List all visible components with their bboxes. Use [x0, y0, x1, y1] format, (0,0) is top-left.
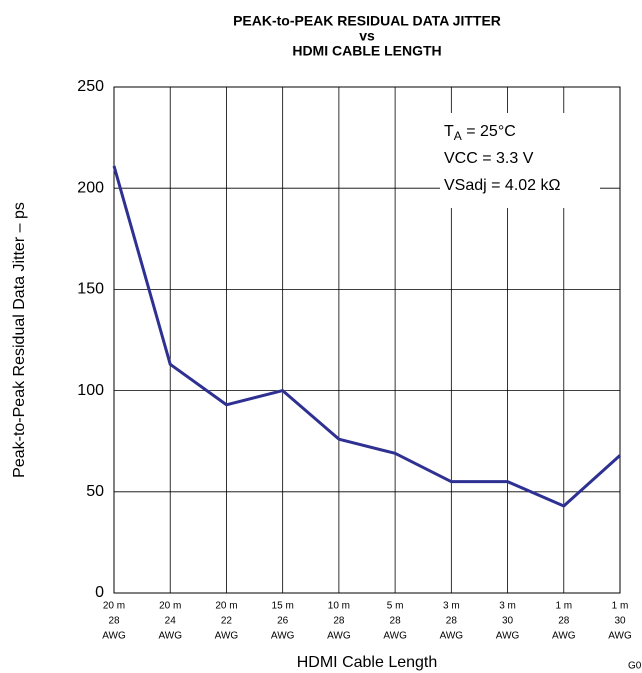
x-tick-label: 28 [558, 616, 570, 627]
x-tick-label: 28 [390, 616, 402, 627]
x-tick-label: AWG [552, 631, 576, 642]
x-tick-label: 1 m [612, 601, 629, 612]
annotation-bg [440, 113, 600, 208]
x-tick-label: 20 m [103, 601, 125, 612]
x-tick-label: AWG [215, 631, 239, 642]
y-tick-label: 0 [95, 584, 104, 601]
x-tick-label: 15 m [272, 601, 294, 612]
data-line [112, 165, 622, 508]
x-tick-label: AWG [158, 631, 182, 642]
x-tick-label: 30 [614, 616, 626, 627]
title-line: vs [359, 28, 375, 44]
title-line: PEAK-to-PEAK RESIDUAL DATA JITTER [233, 13, 501, 29]
x-tick-label: 3 m [499, 601, 516, 612]
y-axis-label: Peak-to-Peak Residual Data Jitter – ps [11, 202, 28, 478]
x-tick-label: 28 [108, 616, 120, 627]
x-tick-label: 30 [502, 616, 514, 627]
annotation-text: VSadj = 4.02 kΩ [444, 177, 561, 194]
annotation: VSadj = 4.02 kΩ [444, 177, 561, 194]
x-tick-label: AWG [440, 631, 464, 642]
x-tick-label: AWG [496, 631, 520, 642]
x-tick-label: 20 m [215, 601, 237, 612]
x-tick-label: 28 [446, 616, 458, 627]
x-tick-label: AWG [102, 631, 126, 642]
x-axis-label: HDMI Cable Length [297, 654, 438, 671]
annotation-text: T [444, 123, 454, 140]
x-tick-label: 26 [277, 616, 289, 627]
x-tick-label: AWG [383, 631, 407, 642]
x-tick-label: 10 m [328, 601, 350, 612]
x-tick-label: 28 [333, 616, 345, 627]
x-tick-label: AWG [608, 631, 632, 642]
y-tick-label: 250 [77, 78, 104, 95]
x-tick-label: 5 m [387, 601, 404, 612]
annotation: VCC = 3.3 V [444, 150, 534, 167]
x-tick-label: 1 m [555, 601, 572, 612]
y-tick-label: 100 [77, 382, 104, 399]
annotation-sub: A [454, 129, 462, 143]
figure-id: G0 [628, 661, 642, 672]
x-tick-label: 20 m [159, 601, 181, 612]
x-tick-label: AWG [327, 631, 351, 642]
x-tick-label: 22 [221, 616, 233, 627]
y-tick-label: 50 [86, 483, 104, 500]
x-tick-label: 3 m [443, 601, 460, 612]
y-tick-label: 200 [77, 179, 104, 196]
annotation-text: = 25°C [462, 123, 516, 140]
x-tick-label: AWG [271, 631, 295, 642]
annotation: TA = 25°C [444, 123, 516, 143]
title: PEAK-to-PEAK RESIDUAL DATA JITTERvsHDMI … [233, 13, 501, 59]
annotation-text: VCC = 3.3 V [444, 150, 534, 167]
y-tick-label: 150 [77, 281, 104, 298]
title-line: HDMI CABLE LENGTH [292, 43, 441, 59]
x-tick-label: 24 [165, 616, 177, 627]
